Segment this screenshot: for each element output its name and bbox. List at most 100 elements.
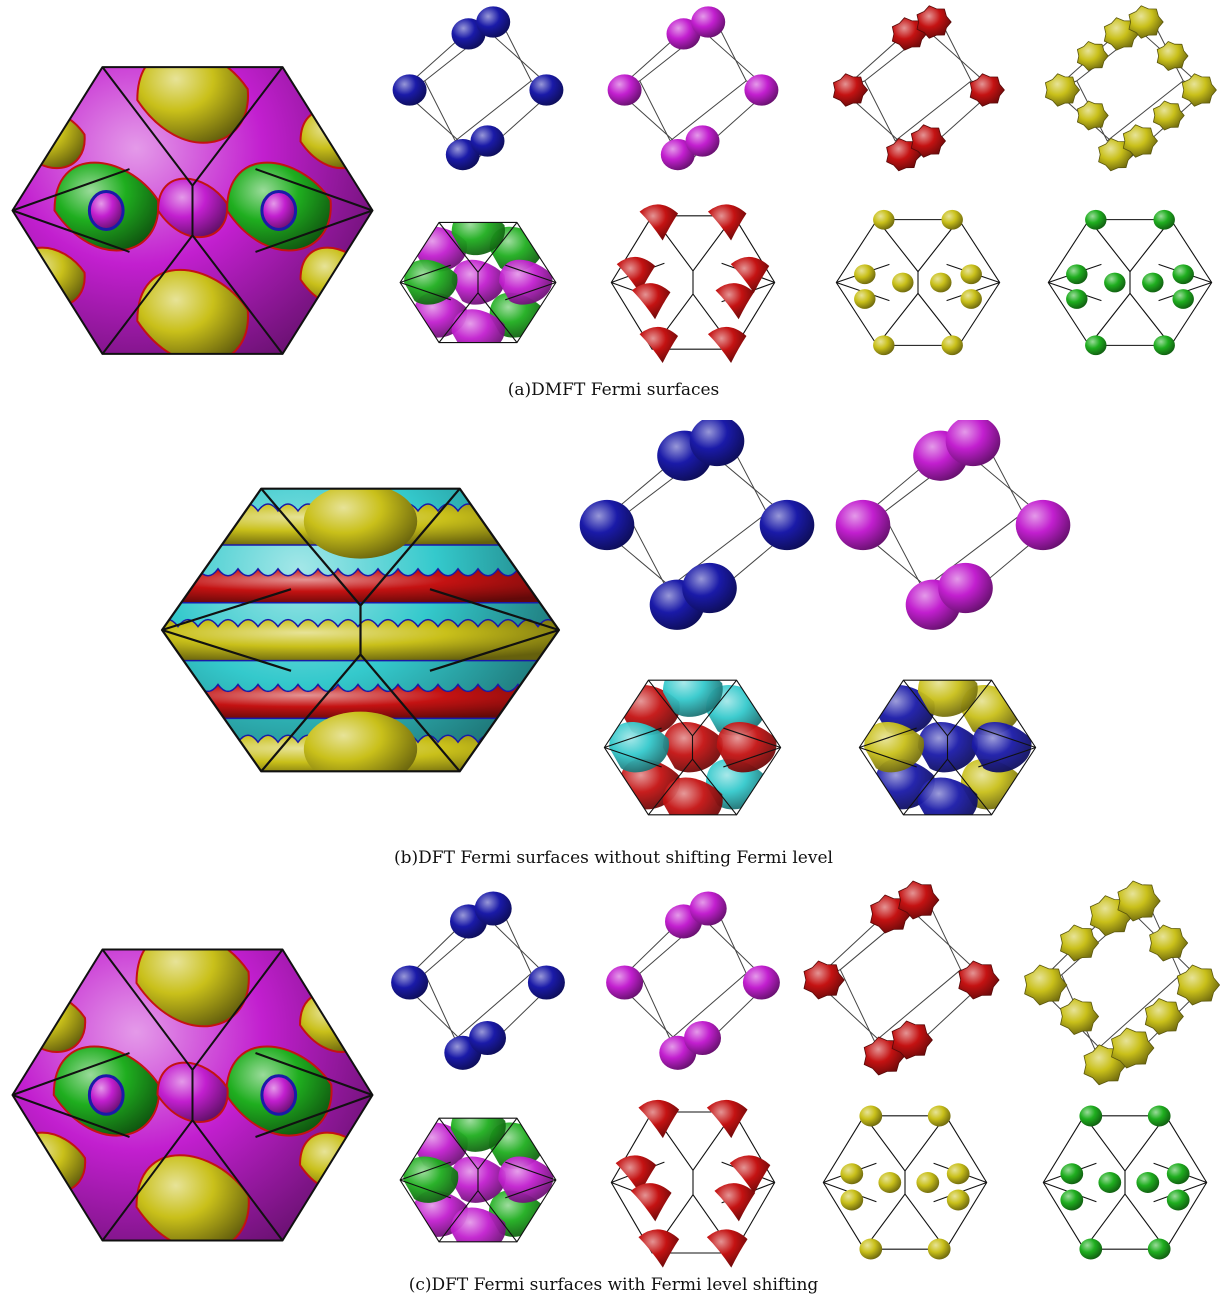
fermi-pocket <box>579 499 635 551</box>
fermi-sphere <box>1147 1105 1171 1127</box>
fermi-sphere <box>1166 1163 1190 1185</box>
fermi-sphere <box>1085 209 1107 230</box>
fermi-pocket <box>744 74 779 106</box>
fermi-pocket <box>638 1099 680 1139</box>
fermi-sphere <box>1172 264 1194 285</box>
fermi-sphere <box>1060 1189 1084 1211</box>
fermi-sphere <box>1066 264 1088 285</box>
fermi-pocket <box>639 204 679 241</box>
panel-a-yellow-spheres <box>823 200 1013 365</box>
caption-a: (a)DMFT Fermi surfaces <box>507 380 720 400</box>
fermi-sphere <box>1153 335 1175 356</box>
fermi-pocket <box>1060 998 1099 1035</box>
fermi-pocket <box>715 283 755 320</box>
panel-c-red-pockets <box>598 1090 788 1275</box>
panel-a-red-pockets <box>598 195 788 370</box>
fermi-pocket <box>639 326 679 363</box>
fermi-pocket <box>938 562 993 614</box>
fermi-pocket <box>759 499 815 551</box>
fermi-pocket <box>916 5 952 39</box>
fermi-sphere <box>930 272 952 293</box>
fermi-sphere <box>1098 1172 1122 1193</box>
panel-b-combined <box>158 460 563 800</box>
fermi-pocket <box>1156 41 1189 71</box>
fermi-pocket <box>470 125 505 157</box>
fermi-pocket <box>898 880 940 920</box>
fermi-pocket <box>707 326 747 363</box>
fermi-pocket <box>969 73 1005 107</box>
fermi-pocket <box>689 891 727 926</box>
fermi-pocket <box>1144 998 1184 1035</box>
fermi-sphere <box>1104 272 1126 293</box>
caption-c: (c)DFT Fermi surfaces with Fermi level s… <box>408 1275 819 1295</box>
fermi-sphere <box>1172 289 1194 309</box>
fermi-sphere <box>892 272 914 293</box>
fermi-pocket <box>631 283 671 320</box>
panel-c-mixed <box>383 1095 573 1265</box>
panel-c-green-spheres <box>1030 1095 1220 1270</box>
brillouin-zone-wireframe <box>399 221 557 344</box>
fermi-pocket <box>606 965 644 1000</box>
fermi-sphere <box>927 1238 951 1260</box>
fermi-sphere <box>941 209 963 230</box>
fermi-sphere <box>916 1172 940 1193</box>
fermi-pocket <box>616 256 656 293</box>
fermi-pocket <box>685 125 720 157</box>
fermi-sphere <box>840 1189 864 1211</box>
panel-b-magenta <box>828 420 1078 630</box>
fermi-sphere <box>1060 1163 1084 1185</box>
panel-c-magenta <box>598 890 788 1075</box>
fermi-pocket <box>1181 73 1217 107</box>
fermi-pocket <box>1153 100 1185 131</box>
caption-b: (b)DFT Fermi surfaces without shifting F… <box>394 848 833 868</box>
fermi-pocket <box>630 1183 672 1222</box>
fermi-surface-sheets <box>609 680 777 815</box>
fermi-sphere <box>1079 1238 1103 1260</box>
panel-b-blue-yellow <box>840 655 1055 840</box>
fermi-pocket <box>682 562 737 614</box>
fermi-pocket <box>1045 73 1080 107</box>
fermi-pocket <box>706 1229 748 1268</box>
panel-c-yellow-spheres <box>810 1095 1000 1270</box>
panel-a-blue <box>383 5 573 175</box>
fermi-pocket <box>660 138 695 171</box>
panel-a-yellow <box>1035 5 1225 175</box>
fermi-pocket <box>1024 964 1068 1006</box>
fermi-sphere <box>873 335 895 356</box>
panel-a-magenta <box>598 5 788 175</box>
fermi-pocket <box>1176 964 1220 1006</box>
fermi-sphere <box>840 1163 864 1185</box>
fermi-pocket <box>689 420 745 467</box>
panel-a-mixed <box>383 200 573 365</box>
fermi-pocket <box>392 74 427 106</box>
fermi-pocket <box>1149 924 1189 962</box>
fermi-sphere <box>873 209 895 230</box>
brillouin-zone-wireframe <box>11 948 374 1242</box>
fermi-sphere <box>960 289 982 309</box>
fermi-sphere <box>1166 1189 1190 1211</box>
fermi-sphere <box>1142 272 1164 293</box>
fermi-pocket <box>527 965 565 1000</box>
fermi-sphere <box>1147 1238 1171 1260</box>
brillouin-zone-wireframe <box>11 66 374 355</box>
panel-a-red <box>823 5 1013 175</box>
panel-a-green-spheres <box>1035 200 1225 365</box>
panel-c-combined <box>5 920 380 1270</box>
brillouin-zone-wireframe <box>399 1117 557 1243</box>
brillouin-zone-wireframe <box>858 679 1037 816</box>
fermi-pocket <box>835 499 891 551</box>
fermi-pocket <box>1077 100 1109 131</box>
panel-c-red <box>793 880 1008 1080</box>
fermi-sphere <box>927 1105 951 1127</box>
fermi-pocket <box>638 1229 680 1268</box>
fermi-sphere <box>854 264 876 285</box>
fermi-sphere <box>878 1172 902 1193</box>
fermi-sphere <box>960 264 982 285</box>
fermi-sphere <box>854 289 876 309</box>
fermi-pocket <box>469 1020 506 1056</box>
fermi-sphere <box>859 1238 883 1260</box>
fermi-sphere <box>1085 335 1107 356</box>
fermi-pocket <box>684 1020 721 1056</box>
brillouin-zone-wireframe <box>160 487 561 773</box>
fermi-sphere <box>1136 1172 1160 1193</box>
